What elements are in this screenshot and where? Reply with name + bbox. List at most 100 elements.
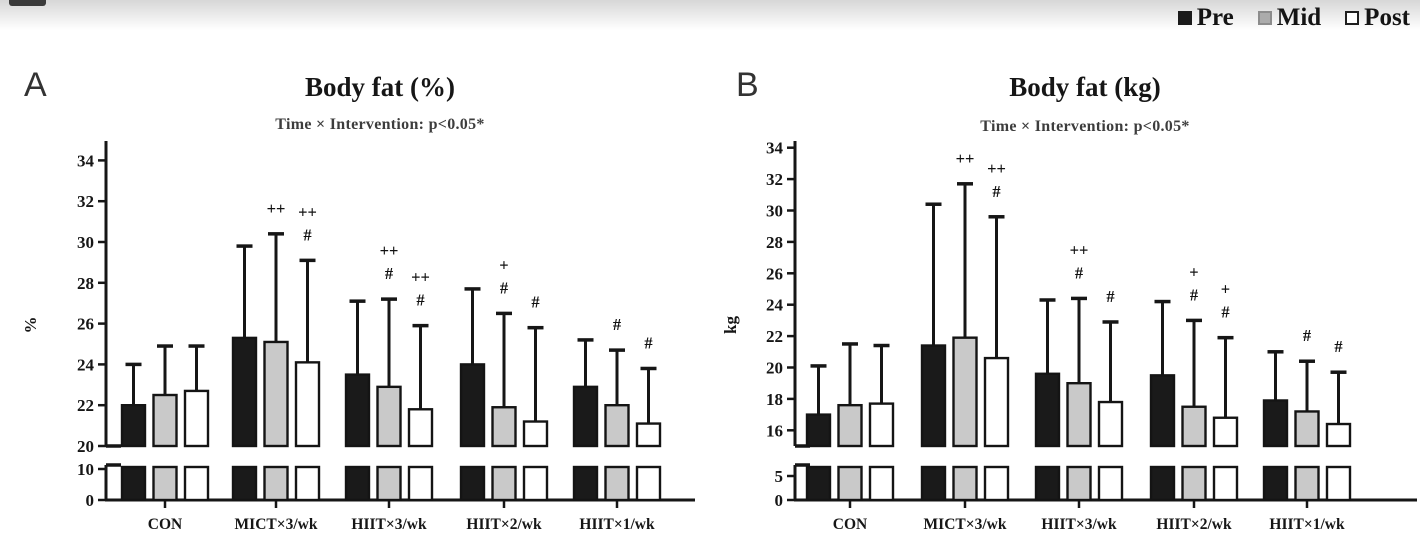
y-axis-label: % (21, 317, 40, 334)
significance-annotation: ++ (987, 159, 1006, 178)
significance-annotation: # (500, 278, 509, 297)
significance-annotation: ++ (1070, 240, 1089, 259)
y-tick-label: 26 (77, 315, 94, 334)
y-tick-label: 24 (766, 296, 784, 315)
pre-swatch-icon (1177, 11, 1192, 25)
significance-annotation: + (499, 255, 508, 274)
y-tick-label: 28 (77, 274, 94, 293)
significance-annotation: # (416, 291, 425, 310)
x-category-label: CON (833, 516, 867, 533)
chart-a-canvas: 20 22 24 26 28 30 32 34 0 10% CON MICT×3/wk HIIT×3/w… (21, 141, 695, 533)
bar-post-HIIT×1/wk (1325, 422, 1352, 448)
bar-post-MICT×3/wk (294, 361, 321, 448)
bar-stub (1066, 465, 1092, 502)
legend-label-pre: Pre (1196, 4, 1234, 31)
bar-stub (572, 465, 599, 502)
bar-post-HIIT×2/wk (1212, 416, 1239, 448)
bar-post-HIIT×3/wk (1097, 400, 1124, 448)
bar-stub (120, 465, 147, 502)
bar-pre-HIIT×3/wk (344, 373, 371, 448)
significance-annotation: ++ (267, 199, 286, 218)
panel-a-letter: A (24, 66, 47, 104)
panel-b-letter: B (736, 66, 759, 104)
y-tick-label: 22 (77, 396, 94, 415)
bar-mid-HIIT×3/wk (1066, 381, 1092, 448)
legend-item-mid: Mid (1257, 4, 1322, 32)
bar-stub (1262, 465, 1289, 502)
bar-stub (152, 465, 178, 502)
bar-stub (920, 465, 947, 502)
significance-annotation: # (992, 182, 1001, 201)
x-category-label: HIIT×3/wk (351, 516, 427, 533)
significance-annotation: + (1221, 280, 1230, 299)
bar-post-HIIT×1/wk (635, 422, 662, 448)
x-category-label: CON (148, 516, 182, 533)
bar-stub (376, 465, 402, 502)
bar-stub (183, 465, 210, 502)
y-tick-label: 0 (86, 491, 95, 510)
bar-stub (868, 465, 895, 502)
bar-mid-CON (837, 403, 863, 448)
bar-pre-MICT×3/wk (231, 336, 258, 448)
y-tick-label: 22 (766, 327, 783, 346)
bar-mid-HIIT×2/wk (491, 406, 517, 448)
y-tick-label: 10 (77, 460, 94, 479)
x-category-label: MICT×3/wk (235, 516, 318, 533)
bar-pre-HIIT×1/wk (1262, 399, 1289, 448)
y-tick-label: 24 (77, 355, 95, 374)
bar-post-MICT×3/wk (983, 356, 1010, 448)
bar-stub (983, 465, 1010, 502)
y-tick-label: 30 (766, 202, 783, 221)
bar-pre-HIIT×2/wk (1149, 374, 1176, 448)
bar-pre-HIIT×3/wk (1034, 372, 1061, 448)
bar-stub (1325, 465, 1352, 502)
y-tick-label: 20 (77, 437, 94, 456)
bar-mid-HIIT×1/wk (604, 404, 630, 448)
bar-mid-MICT×3/wk (263, 340, 289, 448)
bar-post-CON (183, 389, 210, 448)
bar-stub (344, 465, 371, 502)
bar-pre-HIIT×1/wk (572, 385, 599, 448)
significance-annotation: # (1334, 337, 1343, 356)
significance-annotation: ++ (380, 241, 399, 260)
bar-post-CON (868, 402, 895, 448)
significance-annotation: # (1075, 263, 1084, 282)
bar-post-HIIT×2/wk (522, 420, 549, 448)
x-category-label: HIIT×1/wk (579, 516, 655, 533)
bar-mid-MICT×3/wk (952, 336, 978, 448)
legend: Pre Mid Post (1177, 4, 1410, 32)
legend-item-pre: Pre (1177, 4, 1234, 32)
bar-stub (952, 465, 978, 502)
bar-pre-CON (120, 404, 147, 448)
bar-stub (1294, 465, 1320, 502)
significance-annotation: # (1190, 285, 1199, 304)
bar-pre-CON (805, 413, 832, 448)
legend-item-post: Post (1345, 4, 1410, 32)
bar-stub (805, 465, 832, 502)
bar-stub (1212, 465, 1239, 502)
significance-annotation: # (1106, 287, 1115, 306)
chart-b-canvas: 16 18 20 22 24 26 28 30 32 34 0 5 kg CON MICT×3/wk HIIT… (721, 139, 1417, 533)
post-swatch-icon (1345, 11, 1360, 25)
bar-stub (1034, 465, 1061, 502)
bar-pre-HIIT×2/wk (459, 363, 486, 448)
y-tick-label: 28 (766, 233, 783, 252)
y-tick-label: 0 (775, 491, 784, 510)
y-tick-label: 16 (766, 421, 783, 440)
significance-annotation: # (644, 333, 653, 352)
bar-stub (604, 465, 630, 502)
significance-annotation: ++ (411, 268, 430, 287)
bar-stub (1181, 465, 1207, 502)
panel-a-title: Body fat (%) (305, 72, 455, 102)
significance-annotation: # (1221, 303, 1230, 322)
y-tick-label: 20 (766, 359, 783, 378)
panel-b-title: Body fat (kg) (1009, 72, 1161, 102)
significance-annotation: # (385, 264, 394, 283)
bar-stub (407, 465, 434, 502)
legend-label-mid: Mid (1276, 4, 1322, 31)
bar-mid-HIIT×1/wk (1294, 410, 1320, 448)
bar-pre-MICT×3/wk (920, 344, 947, 448)
bar-stub (231, 465, 258, 502)
y-tick-label: 34 (77, 151, 95, 170)
